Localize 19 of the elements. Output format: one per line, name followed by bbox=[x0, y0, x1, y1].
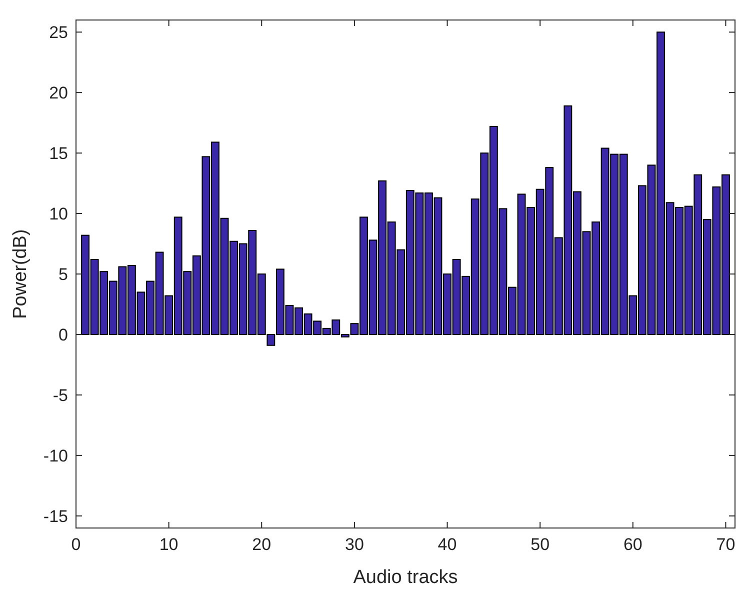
x-axis-title: Audio tracks bbox=[353, 567, 458, 588]
y-tick-label: -10 bbox=[43, 446, 68, 466]
x-tick-label: 40 bbox=[438, 535, 457, 554]
y-tick-label: 0 bbox=[58, 325, 68, 344]
x-tick-label: 0 bbox=[71, 535, 81, 554]
x-tick-label: 60 bbox=[623, 535, 642, 554]
y-axis-title: Power(dB) bbox=[10, 229, 31, 319]
y-tick-label: 15 bbox=[49, 144, 68, 164]
y-tick-label: -15 bbox=[43, 506, 68, 526]
y-tick-label: 5 bbox=[58, 265, 68, 284]
x-tick-label: 30 bbox=[344, 535, 364, 554]
x-tick-label: 50 bbox=[530, 535, 550, 554]
x-tick-label: 70 bbox=[716, 535, 736, 554]
x-tick-label: 10 bbox=[159, 535, 178, 554]
y-tick-label: 25 bbox=[49, 23, 68, 42]
y-tick-label: 20 bbox=[49, 84, 68, 103]
y-tick-label: 10 bbox=[49, 204, 68, 224]
x-tick-label: 20 bbox=[252, 535, 272, 554]
y-tick-label: -5 bbox=[52, 386, 68, 405]
